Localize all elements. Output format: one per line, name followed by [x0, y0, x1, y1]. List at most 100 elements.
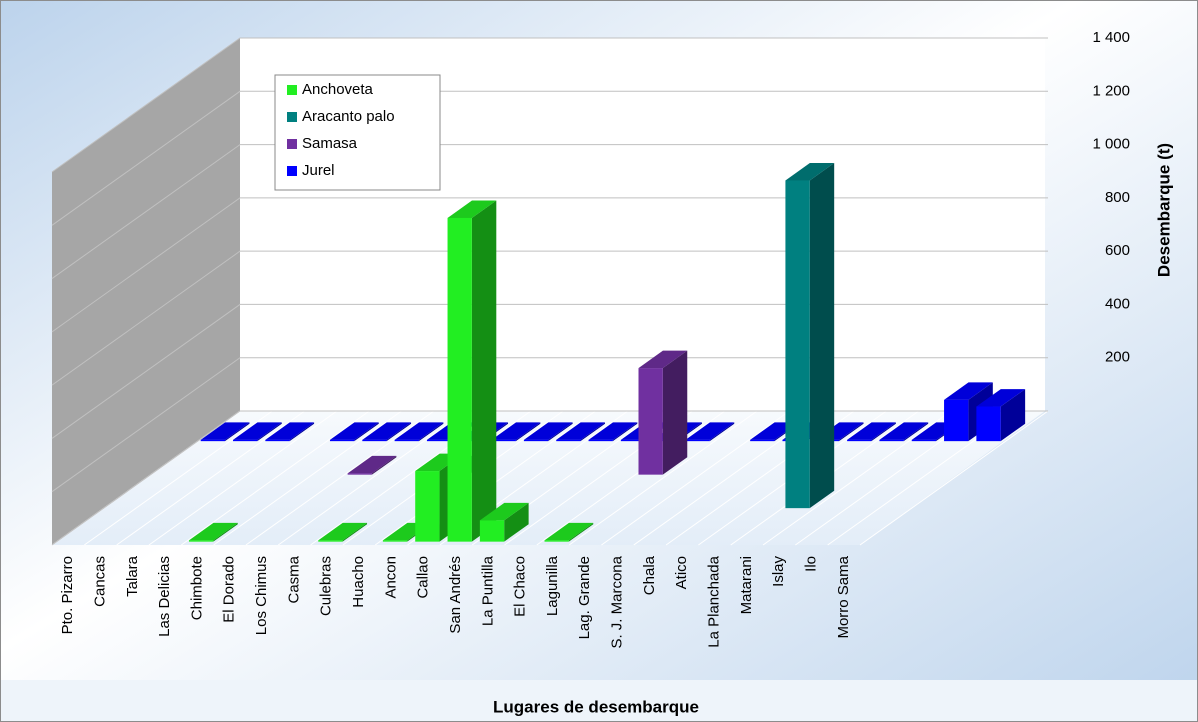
bar — [491, 439, 516, 442]
bar — [426, 439, 452, 442]
bar-side — [471, 200, 497, 542]
bar — [911, 439, 937, 442]
bar — [620, 439, 646, 442]
x-tick-label: Pto. Pizarro — [59, 556, 76, 634]
bar-side — [213, 522, 238, 542]
bar-side — [709, 422, 735, 442]
bar — [200, 439, 226, 442]
back-wall — [240, 38, 1045, 411]
legend-label: Samasa — [302, 135, 358, 152]
bar-top — [588, 422, 638, 440]
legend-swatch — [287, 139, 297, 149]
legend: Anchoveta Aracanto palo Samasa Jurel — [274, 74, 441, 191]
bar — [362, 439, 387, 442]
x-tick-label: Islay — [770, 556, 787, 587]
floor-line — [245, 410, 435, 546]
bar-side — [568, 522, 594, 542]
floor-line — [568, 410, 758, 546]
bar-top — [879, 422, 929, 440]
x-tick-label: El Dorado — [221, 556, 238, 623]
bar-top — [976, 389, 1026, 407]
side-wall — [52, 38, 240, 545]
bar-side — [580, 422, 605, 442]
x-tick-label: La Puntilla — [479, 555, 496, 626]
bar — [415, 471, 440, 542]
bar-top — [394, 422, 444, 440]
bar — [523, 439, 549, 442]
floor-line — [762, 410, 952, 546]
x-tick-label: Casma — [285, 555, 302, 603]
grid-line — [51, 303, 1048, 439]
grid-line — [51, 197, 1048, 333]
bar-side — [809, 163, 835, 509]
bar-top — [556, 422, 605, 440]
bar — [847, 439, 872, 442]
bar-top — [362, 422, 412, 440]
bar-side — [839, 422, 864, 442]
grid-line — [51, 144, 1048, 279]
footer-band — [1, 680, 1197, 721]
bar-side — [871, 422, 896, 442]
x-tick-label: Lag. Grande — [576, 556, 593, 639]
grid-line — [51, 357, 1048, 493]
bar — [318, 540, 343, 542]
floor-line — [148, 410, 338, 546]
bar-side — [354, 422, 379, 442]
bar-side — [903, 422, 929, 442]
bar-top — [200, 422, 250, 440]
floor-line — [213, 410, 402, 546]
bar-top — [233, 422, 282, 440]
bar-top — [347, 455, 397, 474]
bar — [976, 406, 1001, 442]
bar-top — [944, 382, 993, 400]
grid-line — [51, 410, 1048, 546]
bar-side — [342, 522, 368, 542]
x-tick-label: Culebras — [318, 556, 335, 616]
grid-line — [51, 250, 1048, 386]
floor-line — [536, 410, 726, 546]
bar — [638, 368, 663, 475]
y-tick-label: 1 200 — [1092, 82, 1130, 99]
x-tick-label: Morro Sama — [835, 555, 852, 638]
x-tick-label: Talara — [124, 555, 141, 597]
bar-side — [386, 422, 412, 442]
bar — [329, 439, 355, 442]
bar-side — [225, 422, 250, 442]
y-tick-label: 600 — [1105, 242, 1130, 259]
bar-top — [491, 422, 541, 440]
grid-line — [51, 90, 1048, 226]
x-tick-label: Ancon — [382, 556, 399, 599]
x-tick-label: Callao — [415, 556, 432, 599]
x-tick-label: Las Delicias — [156, 556, 173, 637]
x-tick-label: Matarani — [738, 556, 755, 614]
bar-side — [371, 455, 397, 475]
bar-side — [515, 422, 541, 442]
bar — [382, 540, 408, 542]
bar-top — [188, 522, 238, 541]
bar-side — [504, 502, 529, 542]
legend-label: Aracanto palo — [302, 108, 395, 125]
bar-top — [847, 422, 896, 440]
bar-side — [257, 422, 282, 442]
bar — [944, 399, 969, 442]
floor-line — [180, 410, 370, 546]
x-tick-label: Chimbote — [188, 556, 205, 620]
bar-top — [785, 163, 835, 181]
bar — [750, 439, 775, 442]
bar-side — [289, 422, 315, 442]
bar-side — [612, 422, 638, 442]
bar-top — [265, 422, 315, 440]
bar-side — [1000, 389, 1026, 442]
y-tick-label: 800 — [1105, 189, 1130, 206]
x-tick-label: San Andrés — [447, 556, 464, 634]
x-tick-label: S. J. Marcona — [609, 555, 626, 648]
x-tick-label: Ilo — [802, 556, 819, 572]
bar — [447, 217, 472, 542]
bar — [188, 540, 214, 542]
x-tick-label: Los Chimus — [253, 556, 270, 635]
bar — [544, 540, 569, 542]
x-axis-title: Lugares de desembarque — [493, 697, 699, 716]
x-tick-label: Cancas — [91, 556, 108, 607]
bar — [394, 439, 419, 442]
